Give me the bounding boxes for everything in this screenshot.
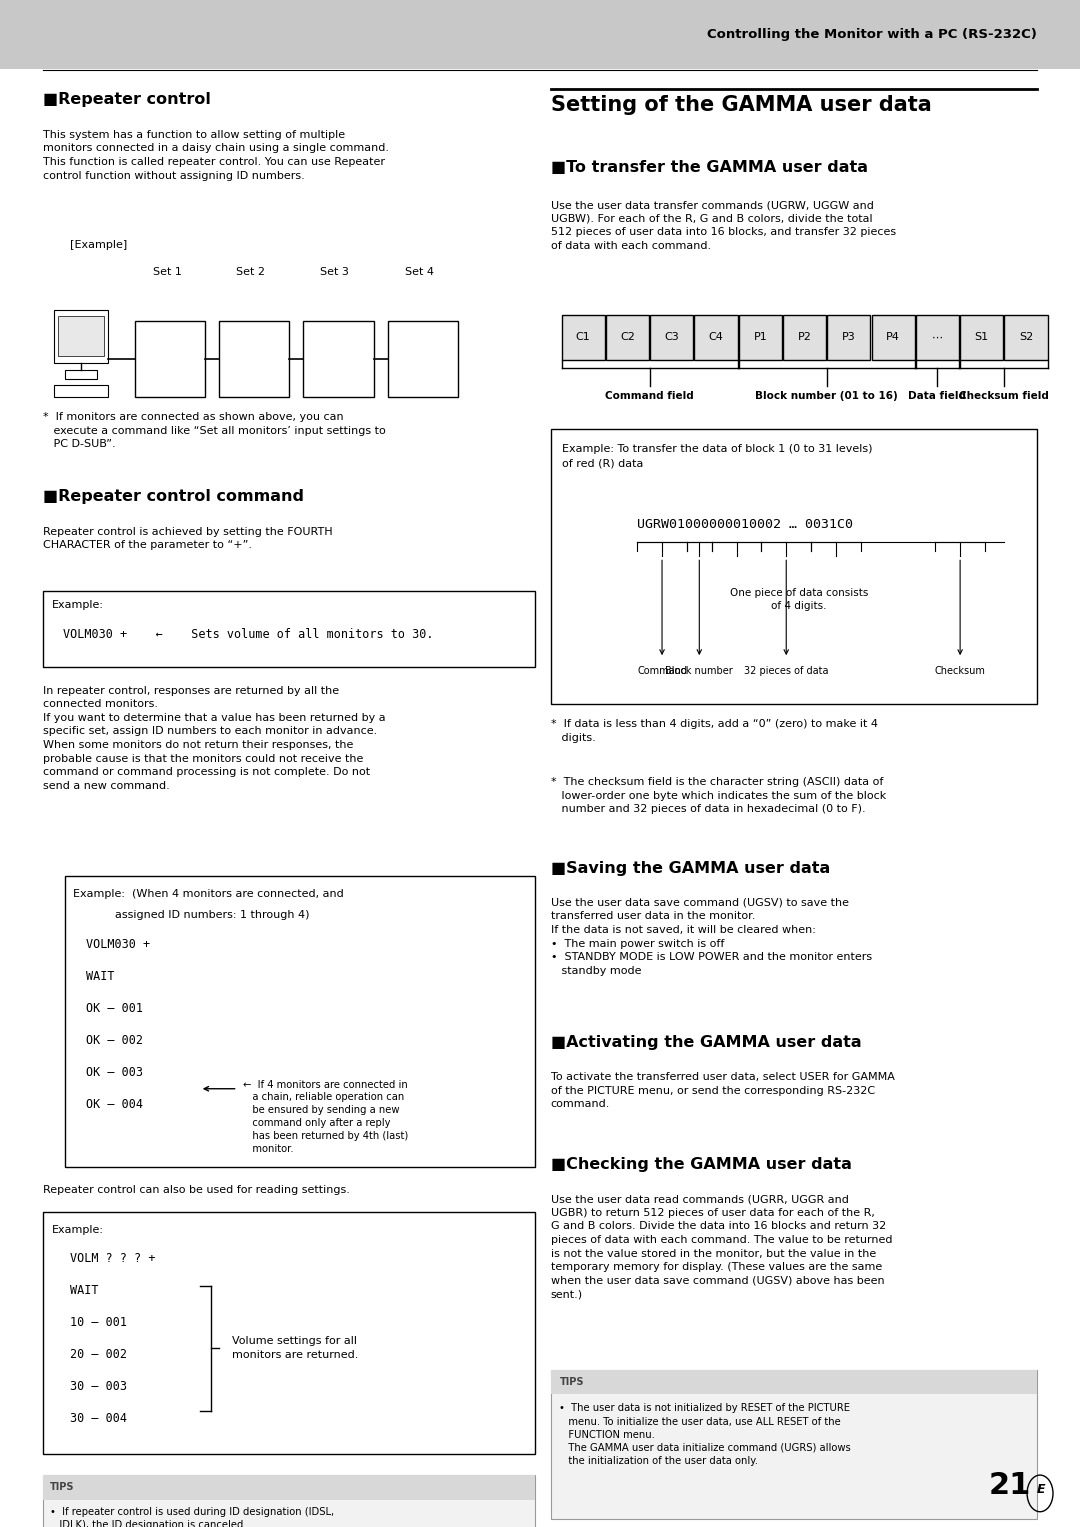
Text: [Example]: [Example]: [70, 240, 127, 250]
FancyBboxPatch shape: [43, 1475, 535, 1500]
FancyBboxPatch shape: [43, 1212, 535, 1454]
Text: C1: C1: [576, 333, 591, 342]
FancyBboxPatch shape: [0, 0, 1080, 69]
Text: 32 pieces of data: 32 pieces of data: [744, 666, 828, 676]
Text: Command field: Command field: [605, 391, 694, 402]
FancyBboxPatch shape: [827, 315, 870, 360]
Text: Repeater control is achieved by setting the FOURTH
CHARACTER of the parameter to: Repeater control is achieved by setting …: [43, 527, 333, 550]
Text: Controlling the Monitor with a PC (RS-232C): Controlling the Monitor with a PC (RS-23…: [707, 27, 1037, 41]
Text: Block number (01 to 16): Block number (01 to 16): [755, 391, 899, 402]
Text: TIPS: TIPS: [50, 1483, 75, 1492]
FancyBboxPatch shape: [43, 1475, 535, 1527]
FancyBboxPatch shape: [551, 1370, 1037, 1394]
Text: •  The user data is not initialized by RESET of the PICTURE
   menu. To initiali: • The user data is not initialized by RE…: [559, 1403, 851, 1466]
Text: Example:: Example:: [52, 1225, 104, 1235]
FancyBboxPatch shape: [135, 321, 205, 397]
Text: VOLM030 +    ←    Sets volume of all monitors to 30.: VOLM030 + ← Sets volume of all monitors …: [63, 628, 433, 641]
Text: TIPS: TIPS: [559, 1377, 584, 1387]
Text: OK ― 004: OK ― 004: [86, 1098, 144, 1112]
FancyBboxPatch shape: [872, 315, 915, 360]
Text: C3: C3: [664, 333, 679, 342]
Text: Use the user data transfer commands (UGRW, UGGW and
UGBW). For each of the R, G : Use the user data transfer commands (UGR…: [551, 200, 896, 250]
Text: OK ― 001: OK ― 001: [86, 1002, 144, 1015]
FancyBboxPatch shape: [65, 876, 535, 1167]
Text: ■Saving the GAMMA user data: ■Saving the GAMMA user data: [551, 861, 831, 876]
Text: WAIT: WAIT: [70, 1284, 98, 1298]
Text: One piece of data consists
of 4 digits.: One piece of data consists of 4 digits.: [730, 588, 868, 611]
FancyBboxPatch shape: [739, 315, 782, 360]
Text: *  If monitors are connected as shown above, you can
   execute a command like “: * If monitors are connected as shown abo…: [43, 412, 386, 449]
Text: P4: P4: [887, 333, 900, 342]
Text: ■Activating the GAMMA user data: ■Activating the GAMMA user data: [551, 1035, 862, 1051]
Text: Set 2: Set 2: [237, 267, 265, 278]
Text: To activate the transferred user data, select USER for GAMMA
of the PICTURE menu: To activate the transferred user data, s…: [551, 1072, 894, 1109]
Text: 20 ― 002: 20 ― 002: [70, 1348, 127, 1362]
Text: Example: To transfer the data of block 1 (0 to 31 levels)
of red (R) data: Example: To transfer the data of block 1…: [562, 444, 873, 469]
Text: Block number: Block number: [665, 666, 733, 676]
FancyBboxPatch shape: [562, 315, 605, 360]
Text: 30 ― 003: 30 ― 003: [70, 1380, 127, 1394]
FancyBboxPatch shape: [388, 321, 458, 397]
Text: S2: S2: [1018, 333, 1034, 342]
Text: OK ― 002: OK ― 002: [86, 1034, 144, 1048]
FancyBboxPatch shape: [551, 429, 1037, 704]
Text: In repeater control, responses are returned by all the
connected monitors.
If yo: In repeater control, responses are retur…: [43, 686, 386, 791]
Text: 10 ― 001: 10 ― 001: [70, 1316, 127, 1330]
Text: UGRW01000000010002 … 0031C0: UGRW01000000010002 … 0031C0: [637, 518, 853, 531]
Text: Checksum field: Checksum field: [959, 391, 1049, 402]
Text: Example:  (When 4 monitors are connected, and: Example: (When 4 monitors are connected,…: [73, 889, 345, 899]
Text: Set 1: Set 1: [153, 267, 181, 278]
Text: 21: 21: [989, 1471, 1031, 1500]
FancyBboxPatch shape: [219, 321, 289, 397]
Text: C2: C2: [620, 333, 635, 342]
Text: P2: P2: [798, 333, 811, 342]
Text: C4: C4: [708, 333, 724, 342]
Text: Example:: Example:: [52, 600, 104, 611]
Text: E: E: [1037, 1483, 1045, 1496]
Text: ■Repeater control: ■Repeater control: [43, 92, 211, 107]
Text: ■Checking the GAMMA user data: ■Checking the GAMMA user data: [551, 1157, 852, 1173]
Text: Set 4: Set 4: [405, 267, 433, 278]
Text: •  If repeater control is used during ID designation (IDSL,
   IDLK), the ID des: • If repeater control is used during ID …: [50, 1507, 334, 1527]
Text: P1: P1: [754, 333, 767, 342]
Text: OK ― 003: OK ― 003: [86, 1066, 144, 1080]
FancyBboxPatch shape: [43, 591, 535, 667]
Text: VOLM ? ? ? +: VOLM ? ? ? +: [70, 1252, 156, 1266]
Text: ■Repeater control command: ■Repeater control command: [43, 489, 305, 504]
Text: Set 3: Set 3: [321, 267, 349, 278]
FancyBboxPatch shape: [606, 315, 649, 360]
Text: Setting of the GAMMA user data: Setting of the GAMMA user data: [551, 95, 932, 115]
Text: ←  If 4 monitors are connected in
   a chain, reliable operation can
   be ensur: ← If 4 monitors are connected in a chain…: [243, 1080, 408, 1153]
FancyBboxPatch shape: [54, 310, 108, 363]
Text: Use the user data save command (UGSV) to save the
transferred user data in the m: Use the user data save command (UGSV) to…: [551, 898, 872, 976]
Text: ⋯: ⋯: [932, 333, 943, 342]
Text: Checksum: Checksum: [934, 666, 986, 676]
Text: Command: Command: [637, 666, 687, 676]
Text: ■To transfer the GAMMA user data: ■To transfer the GAMMA user data: [551, 160, 868, 176]
Text: This system has a function to allow setting of multiple
monitors connected in a : This system has a function to allow sett…: [43, 130, 389, 180]
FancyBboxPatch shape: [303, 321, 374, 397]
Text: S1: S1: [974, 333, 989, 342]
FancyBboxPatch shape: [916, 315, 959, 360]
FancyBboxPatch shape: [65, 370, 97, 379]
Text: WAIT: WAIT: [86, 970, 114, 983]
FancyBboxPatch shape: [694, 315, 738, 360]
Text: *  If data is less than 4 digits, add a “0” (zero) to make it 4
   digits.: * If data is less than 4 digits, add a “…: [551, 719, 878, 742]
FancyBboxPatch shape: [58, 316, 104, 356]
Text: Repeater control can also be used for reading settings.: Repeater control can also be used for re…: [43, 1185, 350, 1196]
Text: P3: P3: [842, 333, 855, 342]
Text: assigned ID numbers: 1 through 4): assigned ID numbers: 1 through 4): [73, 910, 310, 921]
Text: Data field: Data field: [908, 391, 967, 402]
FancyBboxPatch shape: [551, 1370, 1037, 1519]
Text: *  The checksum field is the character string (ASCII) data of
   lower-order one: * The checksum field is the character st…: [551, 777, 886, 814]
FancyBboxPatch shape: [783, 315, 826, 360]
FancyBboxPatch shape: [54, 385, 108, 397]
Text: Volume settings for all
monitors are returned.: Volume settings for all monitors are ret…: [232, 1336, 359, 1359]
FancyBboxPatch shape: [1004, 315, 1048, 360]
Text: VOLM030 +: VOLM030 +: [86, 938, 150, 951]
Text: Use the user data read commands (UGRR, UGGR and
UGBR) to return 512 pieces of us: Use the user data read commands (UGRR, U…: [551, 1194, 892, 1299]
Text: 30 ― 004: 30 ― 004: [70, 1412, 127, 1426]
FancyBboxPatch shape: [960, 315, 1003, 360]
FancyBboxPatch shape: [650, 315, 693, 360]
